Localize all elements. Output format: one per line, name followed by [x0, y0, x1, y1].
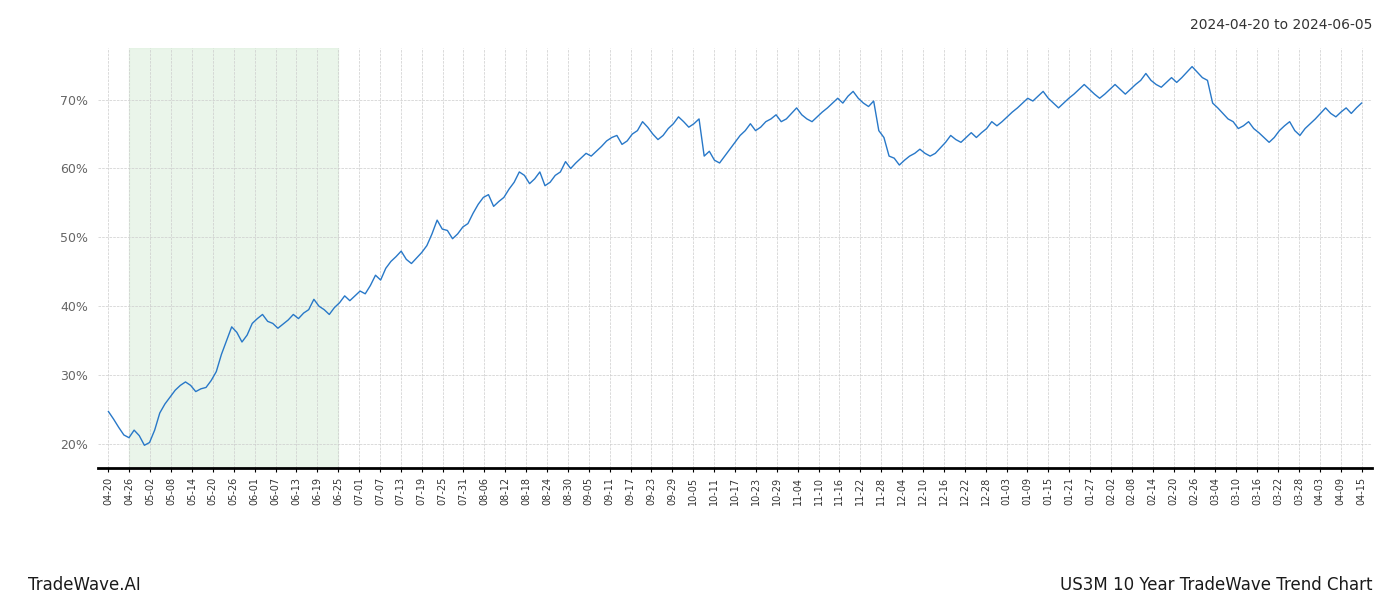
Text: 2024-04-20 to 2024-06-05: 2024-04-20 to 2024-06-05 — [1190, 18, 1372, 32]
Bar — [129, 48, 339, 468]
Text: US3M 10 Year TradeWave Trend Chart: US3M 10 Year TradeWave Trend Chart — [1060, 576, 1372, 594]
Text: TradeWave.AI: TradeWave.AI — [28, 576, 141, 594]
